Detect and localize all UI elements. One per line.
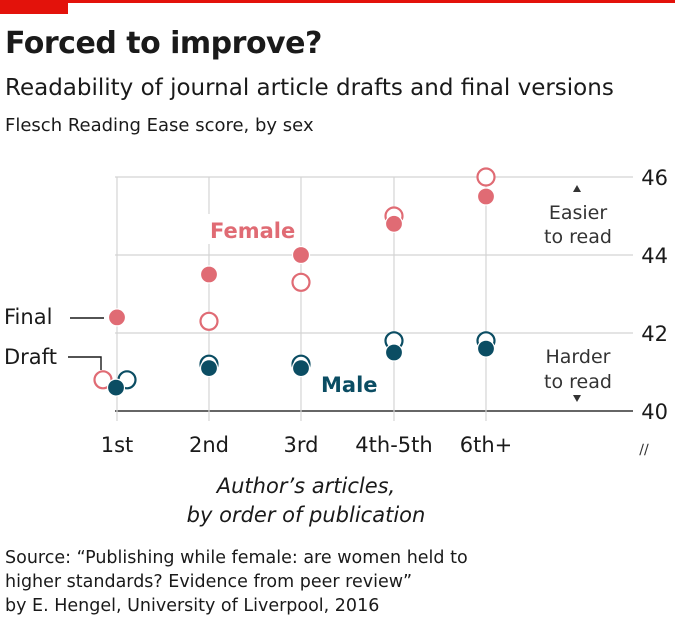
y-tick-label: 44 xyxy=(641,244,668,268)
male-final-point xyxy=(291,359,311,378)
female-final-point xyxy=(384,214,404,233)
chart-unit-label: Flesch Reading Ease score, by sex xyxy=(5,115,314,136)
male-final-point xyxy=(199,359,219,378)
female-final-point xyxy=(107,308,127,327)
y-tick-label: 40 xyxy=(641,400,668,424)
female-label-bg xyxy=(208,214,298,244)
y-tick-labels: 40 42 44 46 xyxy=(641,166,668,424)
draft-legend-label: Draft xyxy=(4,345,57,369)
source-line-1: Source: “Publishing while female: are wo… xyxy=(5,548,468,568)
male-final-point xyxy=(106,378,126,397)
source-line-2: higher standards? Evidence from peer rev… xyxy=(5,572,413,592)
x-axis-label-line1: Author’s articles, xyxy=(215,474,395,498)
draft-leader-line xyxy=(68,356,102,370)
female-final-point xyxy=(291,245,311,265)
down-arrow-icon xyxy=(573,395,581,402)
data-points xyxy=(93,167,496,397)
brand-bar xyxy=(0,0,675,3)
x-tick-label: 6th+ xyxy=(460,433,513,457)
x-axis-label-line2: by order of publication xyxy=(187,503,426,527)
easier-bg xyxy=(530,188,620,250)
male-final-point xyxy=(476,339,496,358)
source-note: Source: “Publishing while female: are wo… xyxy=(5,546,665,618)
female-final-point xyxy=(199,265,219,284)
brand-tab xyxy=(0,0,68,14)
final-legend-label: Final xyxy=(4,305,52,329)
female-final-point xyxy=(476,187,496,206)
chart-subtitle: Readability of journal article drafts an… xyxy=(5,75,614,101)
x-tick-label: 4th-5th xyxy=(355,433,432,457)
x-tick-labels: 1st 2nd 3rd 4th-5th 6th+ xyxy=(101,433,513,457)
male-series-label: Male xyxy=(321,373,378,397)
easier-label-line2: to read xyxy=(544,226,612,248)
chart-title: Forced to improve? xyxy=(5,26,322,61)
y-tick-label: 46 xyxy=(641,166,668,190)
harder-label-line1: Harder xyxy=(546,346,611,368)
x-tick-label: 2nd xyxy=(189,433,229,457)
harder-label-line2: to read xyxy=(544,371,612,393)
x-tick-label: 1st xyxy=(101,433,134,457)
up-arrow-icon xyxy=(573,185,581,192)
easier-label-line1: Easier xyxy=(549,202,608,224)
female-draft-point xyxy=(476,167,496,187)
y-tick-label: 42 xyxy=(641,322,668,346)
male-final-point xyxy=(384,343,404,362)
female-draft-point xyxy=(199,311,219,331)
x-tick-label: 3rd xyxy=(284,433,319,457)
grid-lines xyxy=(115,176,633,421)
harder-bg xyxy=(530,340,620,396)
source-line-3: by E. Hengel, University of Liverpool, 2… xyxy=(5,596,380,616)
axis-break-icon: ∕∕ xyxy=(639,442,649,458)
female-series-label: Female xyxy=(210,219,295,243)
female-draft-point xyxy=(291,272,311,292)
